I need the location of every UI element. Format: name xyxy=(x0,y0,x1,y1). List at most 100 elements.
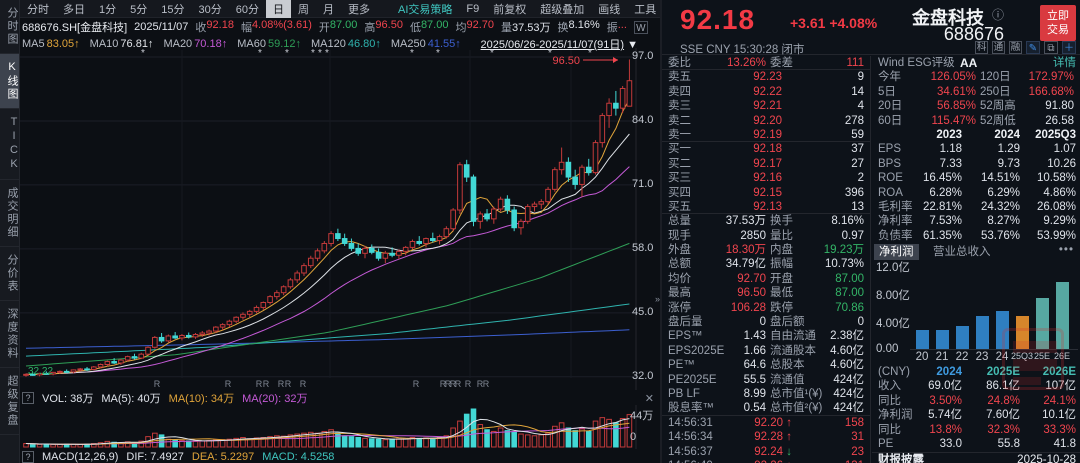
period-tab-日[interactable]: 日 xyxy=(266,0,291,18)
forecast-row: 同比 13.8% 32.3% 33.3% xyxy=(872,423,1080,437)
quote-field-value: 87.00 xyxy=(329,19,358,31)
level-price: 92.15 xyxy=(753,186,782,199)
toolbar-item-工具[interactable]: 工具 xyxy=(634,3,657,16)
period-tab-30分[interactable]: 30分 xyxy=(198,3,222,16)
svg-text:*: * xyxy=(285,48,289,59)
stat-row: 股息率™ 0.54 总市值²(¥) 424亿 xyxy=(662,401,870,416)
close-icon[interactable]: ✕ xyxy=(644,392,654,405)
tick-row[interactable]: 14:56:37 92.24 ↓ 23 xyxy=(662,445,870,459)
forecast-value: 24.8% xyxy=(987,394,1020,407)
ask-row[interactable]: 卖四 92.22 14 xyxy=(662,85,870,99)
column-divider xyxy=(870,56,871,463)
quote-field-value: 8.16% xyxy=(568,19,600,31)
svg-text:*: * xyxy=(436,48,440,59)
wind-quote-icon[interactable]: W xyxy=(633,20,648,34)
bid-row[interactable]: 买五 92.13 13 xyxy=(662,200,870,215)
arrow-up-icon: ↑ xyxy=(786,431,792,444)
toolbar-item-超级叠加[interactable]: 超级叠加 xyxy=(540,3,585,16)
more-icon[interactable]: ••• xyxy=(1058,244,1074,257)
volume-chart[interactable] xyxy=(20,405,660,449)
period-tab-更多[interactable]: 更多 xyxy=(348,3,370,16)
sidebar-tab-超级复盘[interactable]: 超级复盘 xyxy=(0,368,19,435)
period-tab-多日[interactable]: 多日 xyxy=(63,3,85,16)
date-range-selector[interactable]: 2025/06/26-2025/11/07(91日) ▼ xyxy=(481,36,660,52)
level-qty: 278 xyxy=(844,114,864,127)
quote-header: 92.18 +3.61 +4.08% 金盘科技 ⓘ 688676 立即 交易 SS… xyxy=(662,0,1080,56)
tab-net-profit[interactable]: 净利润 xyxy=(874,244,919,261)
bid-row[interactable]: 买四 92.15 396 xyxy=(662,186,870,200)
help-icon[interactable]: ? xyxy=(22,450,34,463)
quote-field-量: 量 37.53万 xyxy=(501,19,551,35)
profit-bar-24 xyxy=(996,310,1009,350)
quote-field-开: 开 87.00 xyxy=(319,19,358,35)
period-tab-15分[interactable]: 15分 xyxy=(161,3,185,16)
stat-value: 34.79亿 xyxy=(725,258,766,271)
tick-row[interactable]: 14:56:31 92.20 ↑ 158 xyxy=(662,416,870,430)
toolbar-item-AI交易策略[interactable]: AI交易策略 xyxy=(398,3,453,16)
ma-legend-MA5: MA5 83.05↑ xyxy=(22,38,80,50)
period-tab-5分[interactable]: 5分 xyxy=(130,3,148,16)
stock-name: 金盘科技 xyxy=(912,8,984,28)
trade-now-button[interactable]: 立即 交易 xyxy=(1040,5,1076,41)
esg-detail-link[interactable]: 详情 xyxy=(1053,57,1076,69)
profit-bar-chart[interactable]: 12.0亿 8.00亿 4.00亿 0.00 20 21 22 23 24 25Q3 25E 26E xyxy=(872,261,1080,365)
svg-text:R: R xyxy=(285,379,292,389)
tick-price: 92.20 ↑ xyxy=(754,416,792,429)
fin-value: 14.51% xyxy=(980,172,1020,185)
tick-row[interactable]: 14:56:34 92.28 ↑ 31 xyxy=(662,430,870,444)
stat-value: 55.5 xyxy=(743,373,766,386)
sidebar-tab-分价表[interactable]: 分价表 xyxy=(0,247,19,301)
svg-text:*: * xyxy=(548,48,552,59)
sidebar-tab-成交明细[interactable]: 成交明细 xyxy=(0,180,19,247)
quote-summary-bar: 688676.SH[金盘科技] 2025/11/07 收 92.18 幅 4.08%(3.… xyxy=(20,18,660,36)
period-tab-月[interactable]: 月 xyxy=(323,3,334,16)
volume-ma20: MA(20): 32万 xyxy=(242,393,308,405)
macd-value: MACD: 4.5258 xyxy=(262,450,335,463)
toolbar-item-前复权[interactable]: 前复权 xyxy=(493,3,527,16)
bid-row[interactable]: 买一 92.18 37 xyxy=(662,142,870,156)
tick-row[interactable]: 14:56:40 92.26 ↑ 131 xyxy=(662,459,870,463)
sidebar-tab-深度资料[interactable]: 深度资料 xyxy=(0,301,19,368)
sidebar-tab-TICK[interactable]: TICK xyxy=(0,109,19,180)
bar-x-label: 25Q3 xyxy=(1010,351,1034,362)
fin-col-2025q3: 2025Q3 xyxy=(1035,128,1076,141)
edit-icon[interactable]: ✎ xyxy=(1026,41,1040,54)
quote-field-收: 收 92.18 xyxy=(195,19,234,35)
help-icon[interactable]: ? xyxy=(22,392,34,404)
svg-text:R: R xyxy=(256,379,263,389)
ask-row[interactable]: 卖三 92.21 4 xyxy=(662,99,870,113)
period-tab-60分[interactable]: 60分 xyxy=(235,3,259,16)
ask-row[interactable]: 卖五 92.23 9 xyxy=(662,70,870,84)
bid-row[interactable]: 买二 92.17 27 xyxy=(662,157,870,171)
fin-value: 61.35% xyxy=(922,229,962,242)
stat-label: 最低 xyxy=(770,287,793,300)
stat-value: 0 xyxy=(857,316,864,329)
ask-row[interactable]: 卖一 92.19 59 xyxy=(662,128,870,143)
add-to-watchlist-icon[interactable]: ＋ xyxy=(1062,41,1076,54)
stat-label: EPS2025E xyxy=(668,344,725,357)
forecast-value: 13.8% xyxy=(929,423,962,436)
screenshot-icon[interactable]: ⧉ xyxy=(1044,41,1058,54)
momentum-label: 60日 xyxy=(878,114,903,127)
level-price: 92.17 xyxy=(753,157,782,170)
toolbar-item-画线[interactable]: 画线 xyxy=(598,3,621,16)
fin-value: 8.27% xyxy=(987,215,1020,228)
sidebar-tab-K线图[interactable]: K线图 xyxy=(0,54,19,109)
period-tab-分时[interactable]: 分时 xyxy=(27,3,49,16)
last-price: 92.18 xyxy=(680,4,756,35)
badge-融: 融 xyxy=(1009,41,1022,54)
ma-value: 41.55↑ xyxy=(427,38,461,50)
momentum-label: 20日 xyxy=(878,100,903,113)
volume-value: VOL: 38万 xyxy=(42,393,94,405)
info-icon[interactable]: ⓘ xyxy=(991,8,1004,22)
sidebar-tab-分时图[interactable]: 分时图 xyxy=(0,0,19,54)
bid-row[interactable]: 买三 92.16 2 xyxy=(662,171,870,185)
period-tab-周[interactable]: 周 xyxy=(298,3,309,16)
toolbar-item-F9[interactable]: F9 xyxy=(466,2,480,15)
stock-code: 688676 xyxy=(943,24,1004,44)
tab-revenue[interactable]: 营业总收入 xyxy=(933,246,991,259)
collapse-panel-handle[interactable]: » xyxy=(654,294,660,304)
ask-row[interactable]: 卖二 92.20 278 xyxy=(662,114,870,128)
period-tab-1分[interactable]: 1分 xyxy=(99,3,117,16)
